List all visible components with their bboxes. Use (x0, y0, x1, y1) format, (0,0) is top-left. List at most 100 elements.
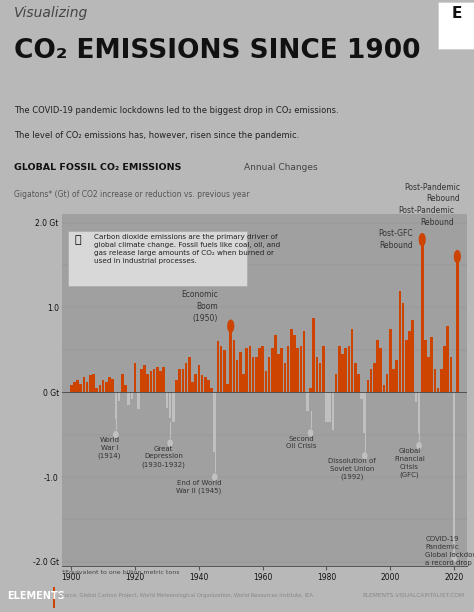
Bar (130, 392, 133, 399)
Ellipse shape (416, 441, 422, 450)
Bar (220, 346, 222, 392)
Bar (191, 382, 194, 392)
Text: World
War I
(1914): World War I (1914) (98, 437, 121, 459)
Bar (306, 392, 309, 411)
Bar (105, 382, 108, 392)
Text: Gigatons* (Gt) of CO2 increase or reduction vs. previous year: Gigatons* (Gt) of CO2 increase or reduct… (14, 190, 250, 199)
Text: GLOBAL FOSSIL CO₂ EMISSIONS: GLOBAL FOSSIL CO₂ EMISSIONS (14, 163, 182, 171)
Bar (287, 346, 290, 392)
Bar (277, 354, 280, 392)
Bar (95, 388, 98, 392)
Bar (300, 346, 302, 392)
Text: CO₂ EMISSIONS SINCE 1900: CO₂ EMISSIONS SINCE 1900 (14, 38, 421, 64)
Bar (408, 331, 411, 392)
Bar (281, 348, 283, 392)
Bar (283, 362, 286, 392)
Bar (319, 362, 321, 392)
Bar (370, 368, 373, 392)
Text: Great
Depression
(1930-1932): Great Depression (1930-1932) (142, 446, 186, 468)
Text: Post-Pandemic
Rebound: Post-Pandemic Rebound (398, 206, 454, 227)
Bar (373, 362, 376, 392)
Bar (175, 379, 178, 392)
Bar (239, 351, 242, 392)
Bar (156, 367, 159, 392)
Bar (143, 365, 146, 392)
Bar (124, 386, 127, 392)
Bar (99, 386, 101, 392)
Bar (185, 362, 187, 392)
Bar (325, 392, 328, 422)
Bar (223, 350, 226, 392)
Bar (437, 388, 439, 392)
Text: Visualizing: Visualizing (14, 6, 89, 20)
Bar (418, 392, 420, 433)
Ellipse shape (455, 251, 460, 263)
Bar (255, 357, 257, 392)
Bar (73, 382, 76, 392)
Bar (70, 386, 73, 392)
Bar (453, 392, 456, 553)
Bar (213, 392, 216, 452)
Bar (399, 291, 401, 392)
Text: E: E (452, 6, 462, 21)
Text: Post-GFC
Rebound: Post-GFC Rebound (378, 229, 413, 250)
Bar (217, 341, 219, 392)
Ellipse shape (211, 473, 218, 481)
Bar (411, 320, 414, 392)
Bar (338, 346, 340, 392)
Bar (430, 337, 433, 392)
Bar (165, 392, 168, 408)
Bar (76, 379, 79, 392)
Bar (236, 360, 238, 392)
Ellipse shape (113, 430, 119, 439)
Bar (376, 340, 379, 392)
Text: Second
Oil Crisis: Second Oil Crisis (286, 436, 316, 449)
Bar (229, 326, 232, 392)
Bar (169, 392, 172, 418)
Bar (456, 256, 459, 392)
Bar (341, 354, 344, 392)
Ellipse shape (167, 439, 173, 447)
Bar (424, 340, 427, 392)
Text: Dissolution of
Soviet Union
(1992): Dissolution of Soviet Union (1992) (328, 458, 376, 480)
Text: Global
Financial
Crisis
(GFC): Global Financial Crisis (GFC) (394, 448, 425, 478)
Bar (357, 373, 360, 392)
Bar (118, 392, 120, 401)
Bar (427, 357, 430, 392)
Bar (258, 348, 261, 392)
FancyBboxPatch shape (68, 231, 246, 286)
Bar (86, 382, 89, 392)
Bar (102, 381, 104, 392)
Bar (344, 348, 347, 392)
Bar (395, 360, 398, 392)
Bar (296, 348, 299, 392)
Bar (159, 371, 162, 392)
Bar (182, 368, 184, 392)
Bar (121, 373, 124, 392)
Bar (331, 392, 334, 430)
Text: Post-War
Economic
Boom
(1950): Post-War Economic Boom (1950) (181, 278, 218, 323)
Bar (316, 357, 318, 392)
Bar (210, 388, 213, 392)
Bar (207, 379, 210, 392)
Text: COVID-19
Pandemic
Global lockdown induced
a record drop in emissions.: COVID-19 Pandemic Global lockdown induce… (425, 537, 474, 565)
Text: ELEMENTS.VISUALCAPITALIST.COM: ELEMENTS.VISUALCAPITALIST.COM (363, 594, 465, 599)
Bar (303, 331, 305, 392)
Bar (150, 371, 152, 392)
Ellipse shape (228, 320, 234, 332)
Bar (322, 346, 325, 392)
Bar (354, 362, 356, 392)
Bar (89, 375, 91, 392)
Bar (242, 373, 245, 392)
Bar (194, 373, 197, 392)
Bar (367, 379, 369, 392)
Bar (364, 392, 366, 433)
Bar (108, 377, 111, 392)
Bar (293, 335, 296, 392)
Bar (134, 362, 137, 392)
Bar (188, 357, 191, 392)
Bar (434, 368, 436, 392)
Bar (153, 368, 155, 392)
Bar (447, 326, 449, 392)
Ellipse shape (307, 429, 314, 437)
